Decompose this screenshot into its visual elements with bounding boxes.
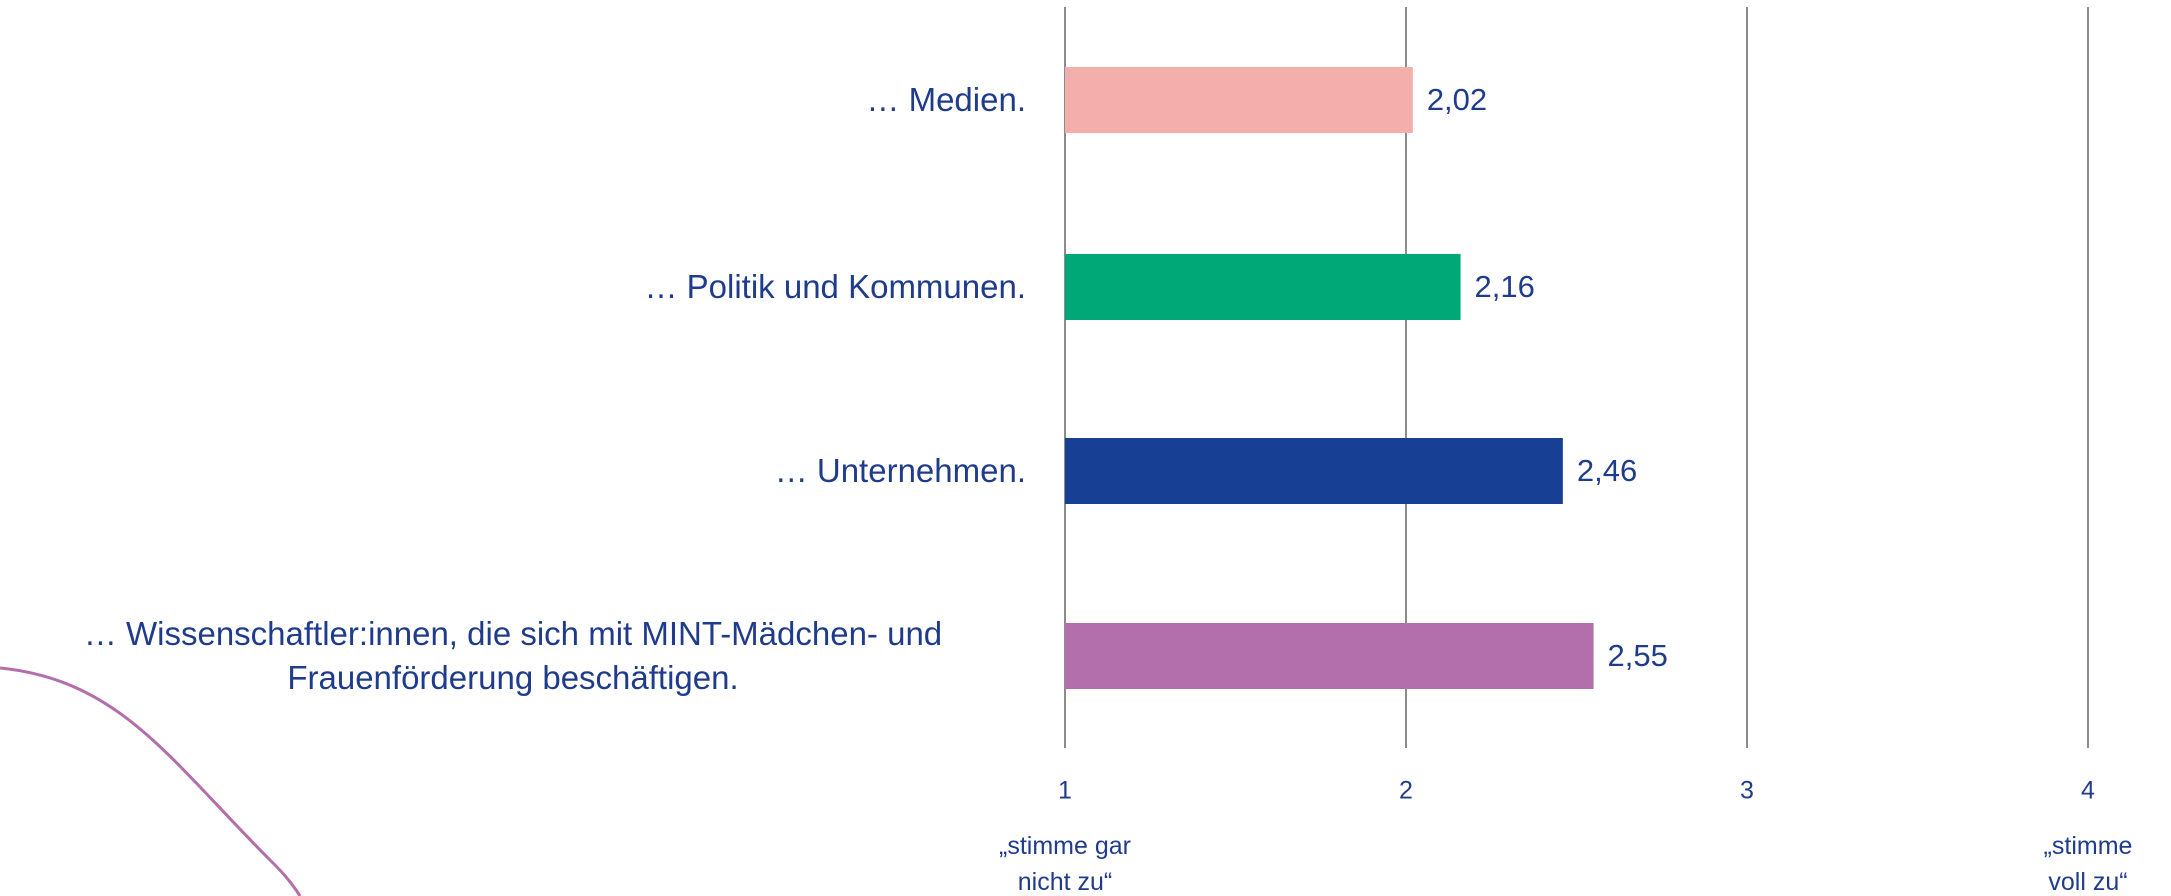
bar <box>1065 438 1563 504</box>
axis-note: „stimme voll zu“ <box>2043 832 2133 896</box>
value-label: 2,55 <box>1608 638 1668 673</box>
bar <box>1065 623 1594 689</box>
x-tick-label: 4 <box>2081 777 2095 805</box>
decor-curve <box>0 666 302 896</box>
value-label: 2,46 <box>1577 453 1637 488</box>
x-tick-label: 3 <box>1740 777 1754 805</box>
bar <box>1065 254 1461 320</box>
x-tick-label: 2 <box>1399 777 1413 805</box>
value-label: 2,16 <box>1475 269 1535 304</box>
category-label: … Medien. <box>866 81 1026 118</box>
axis-note: „stimme gar nicht zu“ <box>999 832 1131 896</box>
category-label: … Politik und Kommunen. <box>644 268 1026 305</box>
value-label: 2,02 <box>1427 82 1487 117</box>
category-label: … Unternehmen. <box>774 452 1026 489</box>
x-tick-label: 1 <box>1058 777 1072 805</box>
category-label: … Wissenschaftler:innen, die sich mit MI… <box>83 615 943 696</box>
bar <box>1065 67 1413 133</box>
